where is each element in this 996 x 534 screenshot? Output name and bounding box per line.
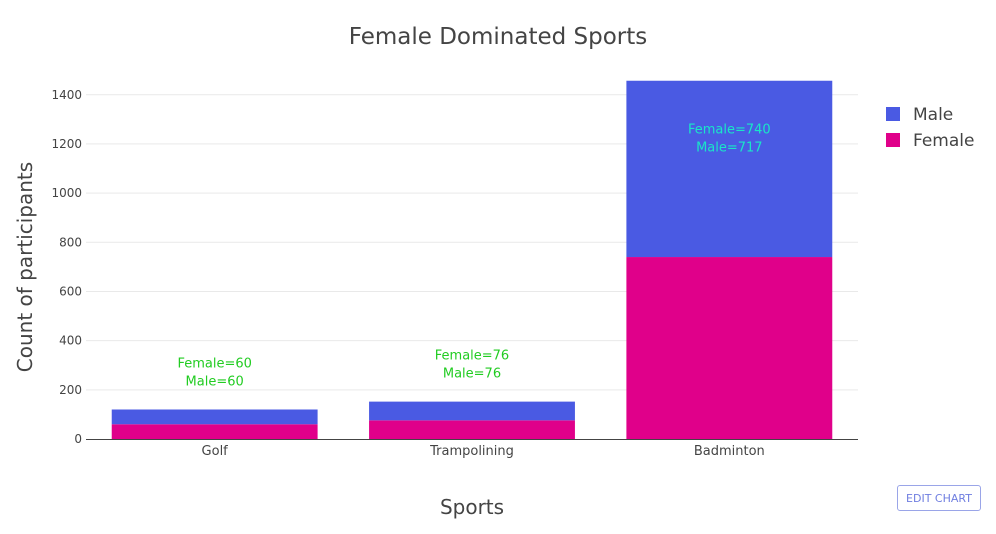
bar-male-trampolining: [369, 401, 575, 421]
data-label: Male=717: [696, 141, 763, 156]
data-label: Female=76: [435, 349, 509, 364]
bar-male-golf: [111, 409, 318, 425]
x-tick-label: Badminton: [694, 444, 765, 459]
bar-male-badminton: [626, 80, 833, 258]
y-tick-label: 1400: [51, 88, 82, 102]
y-tick-label: 200: [59, 383, 82, 397]
y-tick-label: 1000: [51, 186, 82, 200]
legend-label-female: Female: [913, 131, 974, 151]
y-tick-label: 1200: [51, 137, 82, 151]
edit-chart-button[interactable]: EDIT CHART: [897, 485, 981, 511]
legend-label-male: Male: [913, 105, 953, 125]
data-label: Male=76: [443, 367, 501, 382]
y-axis-title: Count of participants: [13, 162, 37, 372]
bar-female-badminton: [626, 257, 833, 439]
y-tick-label: 0: [74, 432, 82, 446]
y-tick-label: 800: [59, 235, 82, 249]
data-label: Female=60: [177, 356, 251, 371]
legend-swatch-female: [886, 133, 900, 147]
legend-swatch-male: [886, 107, 900, 121]
data-label: Female=740: [688, 123, 771, 138]
x-tick-label: Trampolining: [429, 444, 514, 459]
bar-female-trampolining: [369, 420, 575, 439]
data-label: Male=60: [186, 374, 244, 389]
x-tick-label: Golf: [202, 444, 229, 459]
bar-female-golf: [111, 424, 318, 439]
y-tick-label: 600: [59, 284, 82, 298]
chart-title: Female Dominated Sports: [349, 24, 648, 50]
y-tick-label: 400: [59, 334, 82, 348]
x-axis-title: Sports: [440, 495, 504, 519]
